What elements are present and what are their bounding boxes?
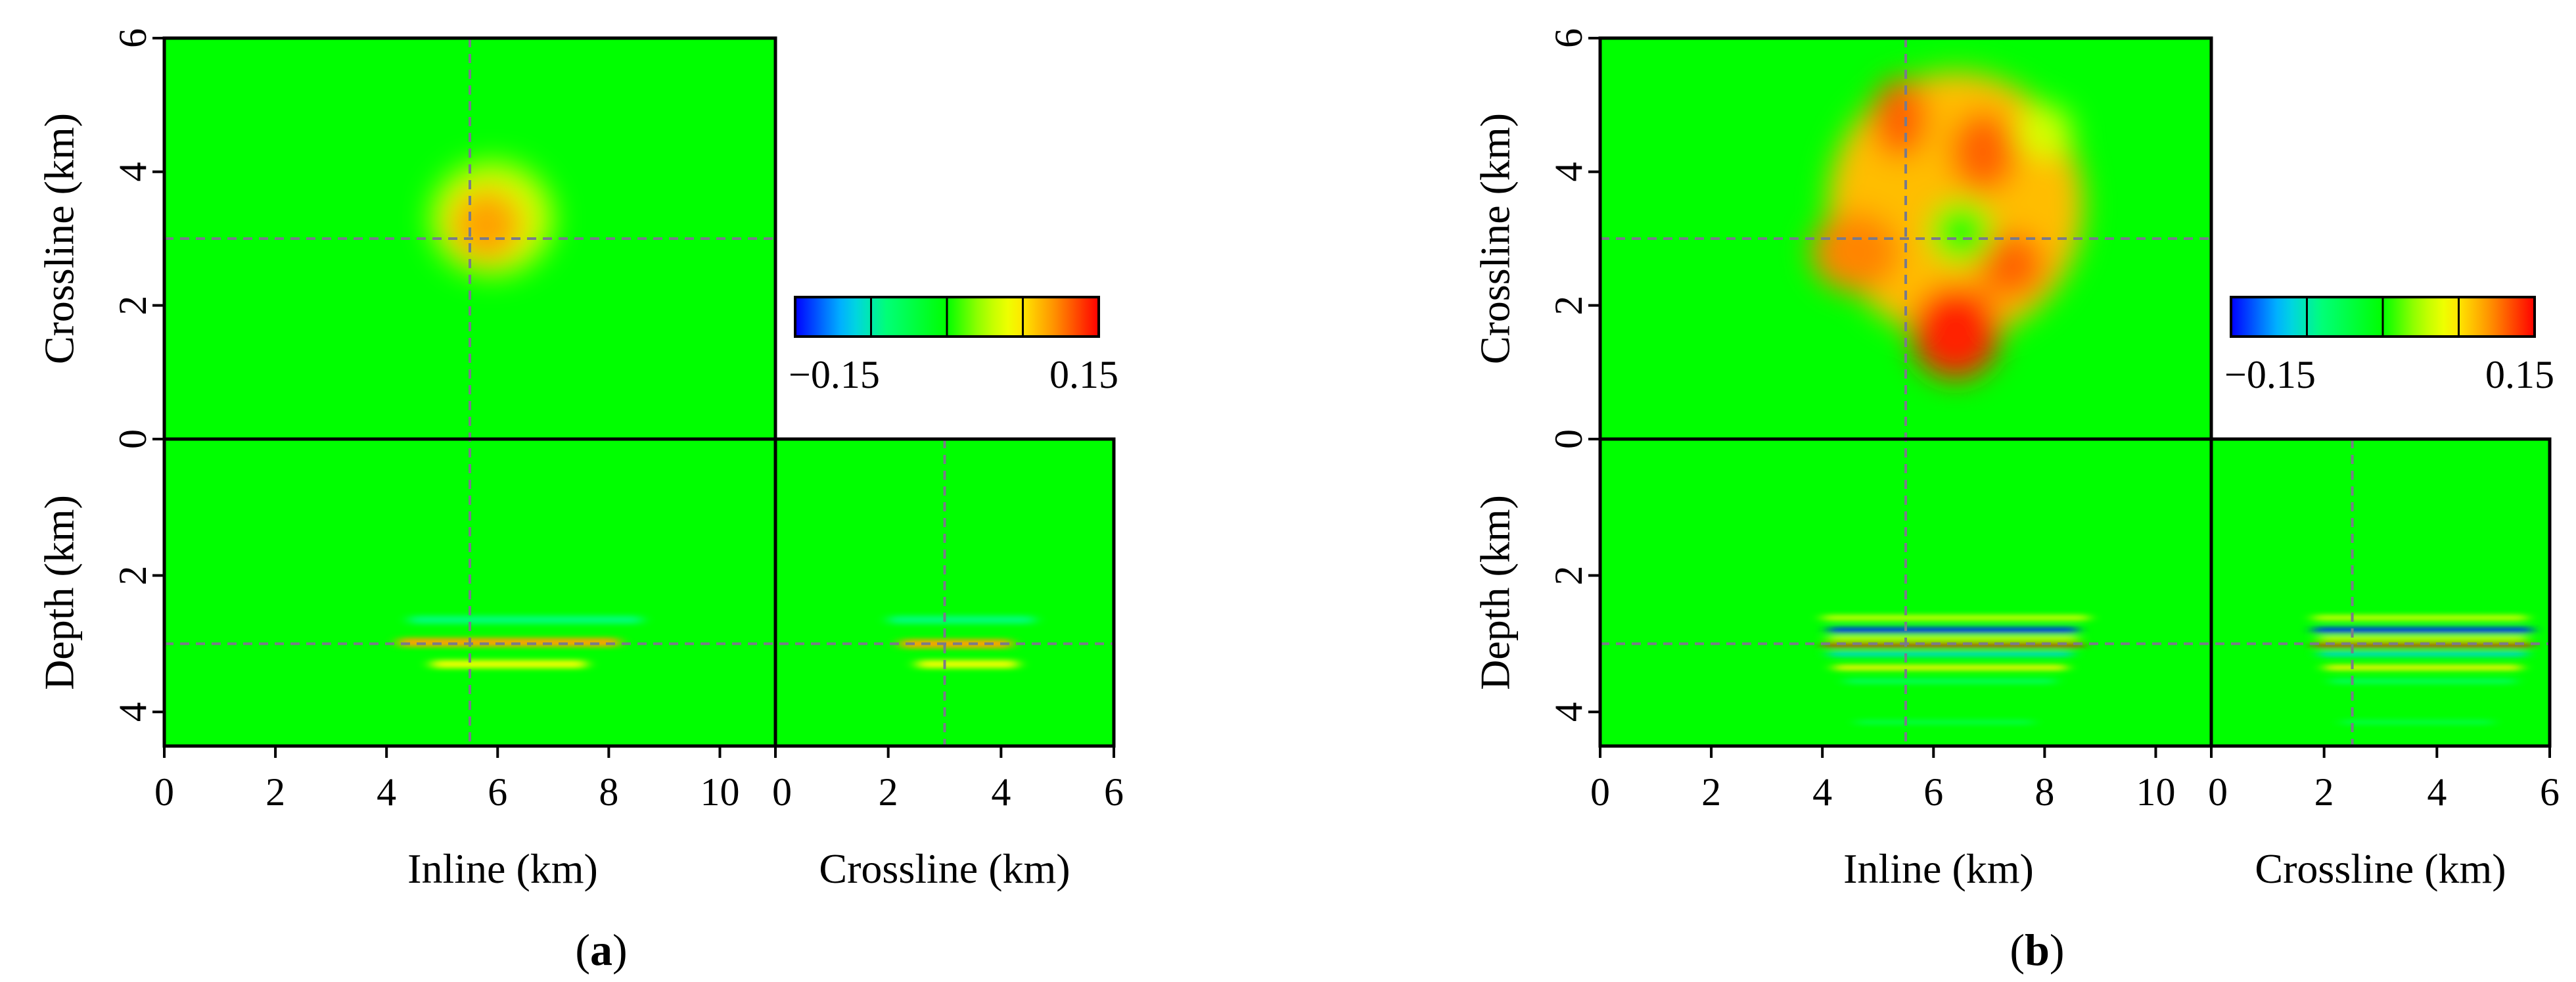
- depth-ylabel: Depth (km): [1472, 495, 1519, 690]
- panel-caption: (b): [2010, 925, 2064, 975]
- reflection-band-1: [2312, 627, 2533, 633]
- crossline-x-tick-label: 2: [2314, 770, 2334, 814]
- depth-tick-label: 2: [1547, 566, 1590, 586]
- panel-b: 0 2 4 6 2 4 0 2 4 6 8 10 0 2 4 6 Crossline (km) Depth (km…: [1472, 28, 2560, 975]
- y-tick-label: 2: [111, 296, 154, 316]
- crossline-xlabel: Crossline (km): [819, 845, 1070, 892]
- y-tick-label: 4: [1547, 162, 1590, 181]
- inline-x-tick-label: 0: [154, 770, 174, 814]
- anomaly-blob-6: [1931, 202, 1992, 262]
- inline-x-tick-label: 4: [377, 770, 396, 814]
- reflection-band-3: [2312, 643, 2533, 647]
- crossline-x-tick-label: 4: [991, 770, 1011, 814]
- reflection-band-2: [2318, 636, 2527, 641]
- crossline-x-tick-label: 6: [1104, 770, 1124, 814]
- y-tick-label: 4: [111, 162, 154, 181]
- anomaly-blob-1: [450, 188, 523, 262]
- reflection-band-0: [409, 615, 643, 624]
- reflection-band-4: [1828, 651, 2073, 657]
- anomaly-blob-2: [1911, 285, 2000, 379]
- reflection-band-1: [398, 638, 620, 647]
- panel-caption: (a): [575, 925, 627, 975]
- inline-x-tick-label: 10: [2136, 770, 2175, 814]
- crossline-section-background: [2211, 439, 2550, 746]
- inline-x-tick-label: 4: [1812, 770, 1832, 814]
- reflection-band-0: [888, 615, 1035, 624]
- crossline-x-tick-label: 6: [2540, 770, 2560, 814]
- reflection-band-0: [2312, 615, 2527, 621]
- y-tick-label: 0: [1547, 429, 1590, 449]
- inline-x-tick-label: 2: [265, 770, 285, 814]
- crossline-x-tick-label: 0: [2208, 770, 2228, 814]
- crossline-x-tick-label: 4: [2427, 770, 2447, 814]
- top-view-anomaly: [430, 162, 553, 275]
- inline-x-tick-label: 8: [599, 770, 618, 814]
- depth-tick-label: 2: [111, 566, 154, 586]
- colorbar-min-label: −0.15: [789, 353, 880, 396]
- colorbar-max-label: 0.15: [2485, 353, 2554, 396]
- panel-a: 0 2 4 6 2 4 0 2 4 6 8 10 0 2 4 6 Crossline (km) Depth (km…: [36, 28, 1124, 975]
- depth-tick-label: 4: [1547, 702, 1590, 722]
- reflection-band-6: [2330, 678, 2516, 684]
- reflection-band-2: [1828, 636, 2079, 641]
- colorbar: −0.15 0.15: [789, 296, 1118, 396]
- colorbar: −0.15 0.15: [2224, 296, 2554, 396]
- reflection-band-0: [1822, 615, 2089, 621]
- inline-x-tick-label: 8: [2035, 770, 2054, 814]
- reflection-band-6: [1845, 678, 2056, 684]
- reflection-band-5: [1833, 665, 2067, 670]
- colorbar-max-label: 0.15: [1049, 353, 1118, 396]
- inline-x-tick-label: 10: [700, 770, 739, 814]
- depth-ylabel: Depth (km): [36, 495, 83, 690]
- crossline-section-reflections: [2312, 615, 2533, 724]
- inline-x-tick-label: 0: [1590, 770, 1610, 814]
- reflection-band-7: [2341, 720, 2494, 724]
- crossline-section-frame: [773, 437, 1116, 748]
- inline-xlabel: Inline (km): [1843, 845, 2034, 892]
- reflection-band-2: [916, 660, 1019, 668]
- reflection-band-7: [1855, 720, 2034, 724]
- anomaly-blob-3: [1950, 111, 2017, 192]
- reflection-band-4: [2318, 651, 2527, 657]
- anomaly-blob-5: [1872, 78, 1928, 158]
- crossline-section-frame: [2209, 437, 2552, 748]
- crossline-x-tick-label: 2: [879, 770, 898, 814]
- crossline-xlabel: Crossline (km): [2255, 845, 2506, 892]
- inline-x-tick-label: 6: [488, 770, 507, 814]
- inline-x-tick-label: 2: [1701, 770, 1721, 814]
- anomaly-blob-1: [1811, 212, 1900, 292]
- y-tick-label: 0: [111, 429, 154, 449]
- inline-xlabel: Inline (km): [407, 845, 598, 892]
- top-view-ylabel: Crossline (km): [36, 113, 83, 364]
- y-tick-label: 6: [111, 28, 154, 48]
- reflection-band-2: [430, 660, 587, 668]
- depth-tick-label: 4: [111, 702, 154, 722]
- inline-x-tick-label: 6: [1923, 770, 1943, 814]
- top-view-anomaly: [1811, 71, 2084, 379]
- crossline-x-tick-label: 0: [772, 770, 792, 814]
- anomaly-blob-7: [2017, 105, 2073, 158]
- colorbar-min-label: −0.15: [2224, 353, 2316, 396]
- y-tick-label: 2: [1547, 296, 1590, 316]
- top-view-ylabel: Crossline (km): [1472, 113, 1519, 364]
- reflection-band-1: [1828, 627, 2079, 633]
- reflection-band-5: [2324, 665, 2522, 670]
- y-tick-label: 6: [1547, 28, 1590, 48]
- anomaly-blob-4: [1977, 231, 2045, 299]
